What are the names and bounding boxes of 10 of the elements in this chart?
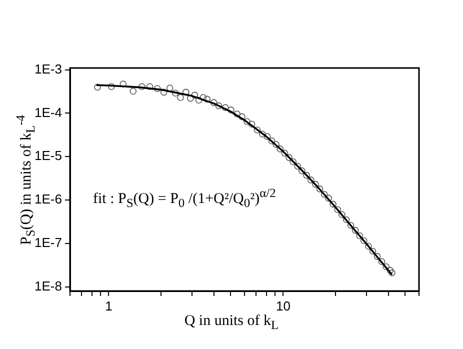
- y-tick-label: 1E-4: [34, 104, 62, 120]
- y-tick-label: 1E-7: [34, 234, 62, 250]
- x-tick-label: 1: [105, 298, 112, 314]
- x-axis-title: Q in units of k$_{L}$: [183, 313, 280, 333]
- x-tick-label: 10: [276, 298, 290, 314]
- y-tick-label: 1E-8: [34, 278, 62, 294]
- y-tick-label: 1E-3: [34, 61, 62, 76]
- y-tick-label: 1E-5: [34, 148, 62, 164]
- y-tick-label: 1E-6: [34, 192, 62, 207]
- annotation: fit : P$_{S}$(Q) = P$_{0}$ /(1+Q²/Q$_{0}$²)$^{α/2}$: [93, 186, 276, 211]
